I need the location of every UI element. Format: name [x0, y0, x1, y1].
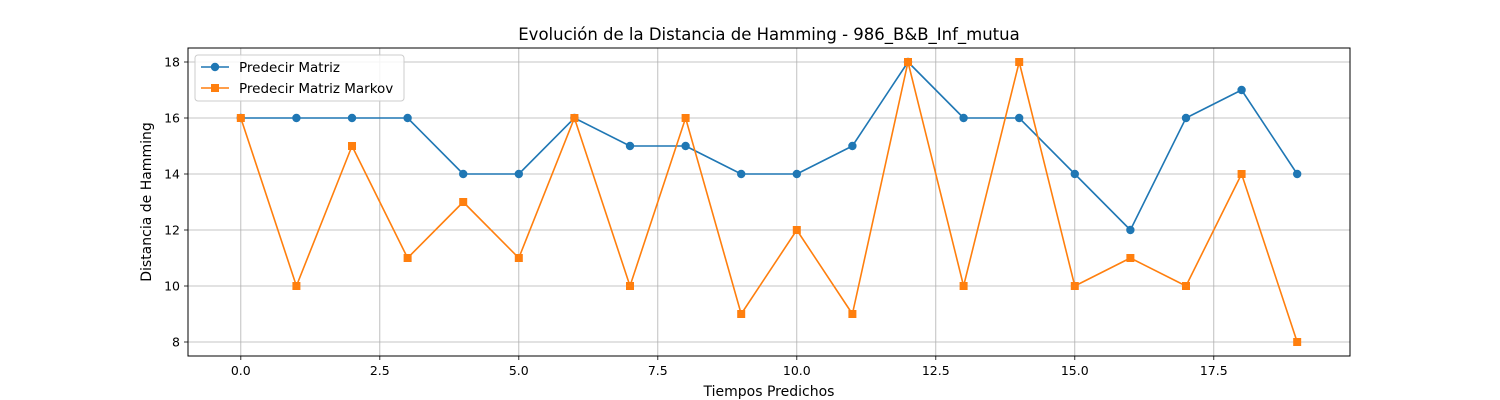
- data-point-predecir-matriz-markov: [292, 282, 301, 290]
- data-point-predecir-matriz-markov: [903, 58, 912, 66]
- legend: Predecir Matriz Predecir Matriz Markov: [194, 54, 405, 102]
- y-tick-label: 16: [164, 111, 180, 126]
- x-tick-label: 15.0: [1061, 363, 1089, 378]
- data-point-predecir-matriz-markov: [459, 198, 468, 206]
- y-axis-label: Distancia de Hamming: [139, 122, 155, 282]
- grid: [188, 48, 1350, 356]
- data-point-predecir-matriz-markov: [514, 254, 523, 262]
- data-point-predecir-matriz: [959, 113, 968, 123]
- data-point-predecir-matriz: [1070, 169, 1079, 179]
- y-tick-label: 18: [164, 55, 180, 70]
- data-point-predecir-matriz-markov: [570, 114, 579, 122]
- data-point-predecir-matriz: [1181, 113, 1191, 123]
- series-line-predecir-matriz: [240, 61, 1298, 231]
- data-point-predecir-matriz-markov: [1181, 282, 1190, 290]
- data-point-predecir-matriz: [681, 141, 690, 151]
- data-point-predecir-matriz-markov: [681, 114, 690, 122]
- data-point-predecir-matriz: [1126, 225, 1135, 235]
- data-point-predecir-matriz-markov: [1015, 58, 1024, 66]
- data-point-predecir-matriz-markov: [792, 226, 801, 234]
- legend-label-predecir-matriz: Predecir Matriz: [239, 60, 340, 76]
- data-point-predecir-matriz-markov: [848, 310, 857, 318]
- data-point-predecir-matriz-markov: [1237, 170, 1246, 178]
- data-point-predecir-matriz-markov: [959, 282, 968, 290]
- legend-marker-predecir-matriz: [210, 62, 220, 72]
- data-point-predecir-matriz-markov: [236, 114, 245, 122]
- series-line-predecir-matriz-markov: [240, 61, 1298, 343]
- data-point-predecir-matriz-markov: [1293, 338, 1302, 346]
- y-tick-label: 14: [164, 167, 180, 182]
- x-axis-label: Tiempos Predichos: [703, 384, 835, 400]
- data-point-predecir-matriz-markov: [403, 254, 412, 262]
- data-point-predecir-matriz: [514, 169, 524, 179]
- legend-marker-predecir-matriz-markov: [211, 84, 219, 92]
- data-point-predecir-matriz: [848, 141, 857, 151]
- ticks: 0.0 2.5 5.0 7.5 10.0 12.5 15.0 17.5 8 10 12 14 16 18: [164, 55, 1228, 379]
- data-point-predecir-matriz-markov: [348, 142, 357, 150]
- plot-frame: [187, 47, 1351, 357]
- x-tick-label: 10.0: [783, 363, 811, 378]
- y-tick-label: 10: [164, 279, 180, 294]
- chart-title: Evolución de la Distancia de Hamming - 9…: [518, 25, 1019, 45]
- data-point-predecir-matriz: [347, 113, 357, 123]
- x-tick-label: 2.5: [370, 363, 390, 378]
- x-tick-label: 17.5: [1200, 363, 1228, 378]
- data-point-predecir-matriz: [403, 113, 412, 123]
- x-tick-label: 0.0: [231, 363, 251, 378]
- data-point-predecir-matriz-markov: [626, 282, 635, 290]
- x-tick-label: 12.5: [922, 363, 950, 378]
- data-point-predecir-matriz: [1292, 169, 1302, 179]
- series-layer: [236, 57, 1302, 346]
- data-point-predecir-matriz-markov: [1126, 254, 1135, 262]
- data-point-predecir-matriz: [625, 141, 635, 151]
- data-point-predecir-matriz: [459, 169, 468, 179]
- data-point-predecir-matriz: [737, 169, 746, 179]
- legend-label-predecir-matriz-markov: Predecir Matriz Markov: [239, 81, 393, 97]
- x-tick-label: 5.0: [509, 363, 529, 378]
- data-point-predecir-matriz: [1014, 113, 1024, 123]
- data-point-predecir-matriz-markov: [1070, 282, 1079, 290]
- x-tick-label: 7.5: [648, 363, 668, 378]
- data-point-predecir-matriz: [792, 169, 801, 179]
- y-tick-label: 8: [172, 335, 180, 350]
- data-point-predecir-matriz: [1237, 85, 1246, 95]
- legend-frame: [194, 54, 405, 102]
- data-point-predecir-matriz-markov: [737, 310, 746, 318]
- data-point-predecir-matriz: [292, 113, 301, 123]
- y-tick-label: 12: [164, 223, 180, 238]
